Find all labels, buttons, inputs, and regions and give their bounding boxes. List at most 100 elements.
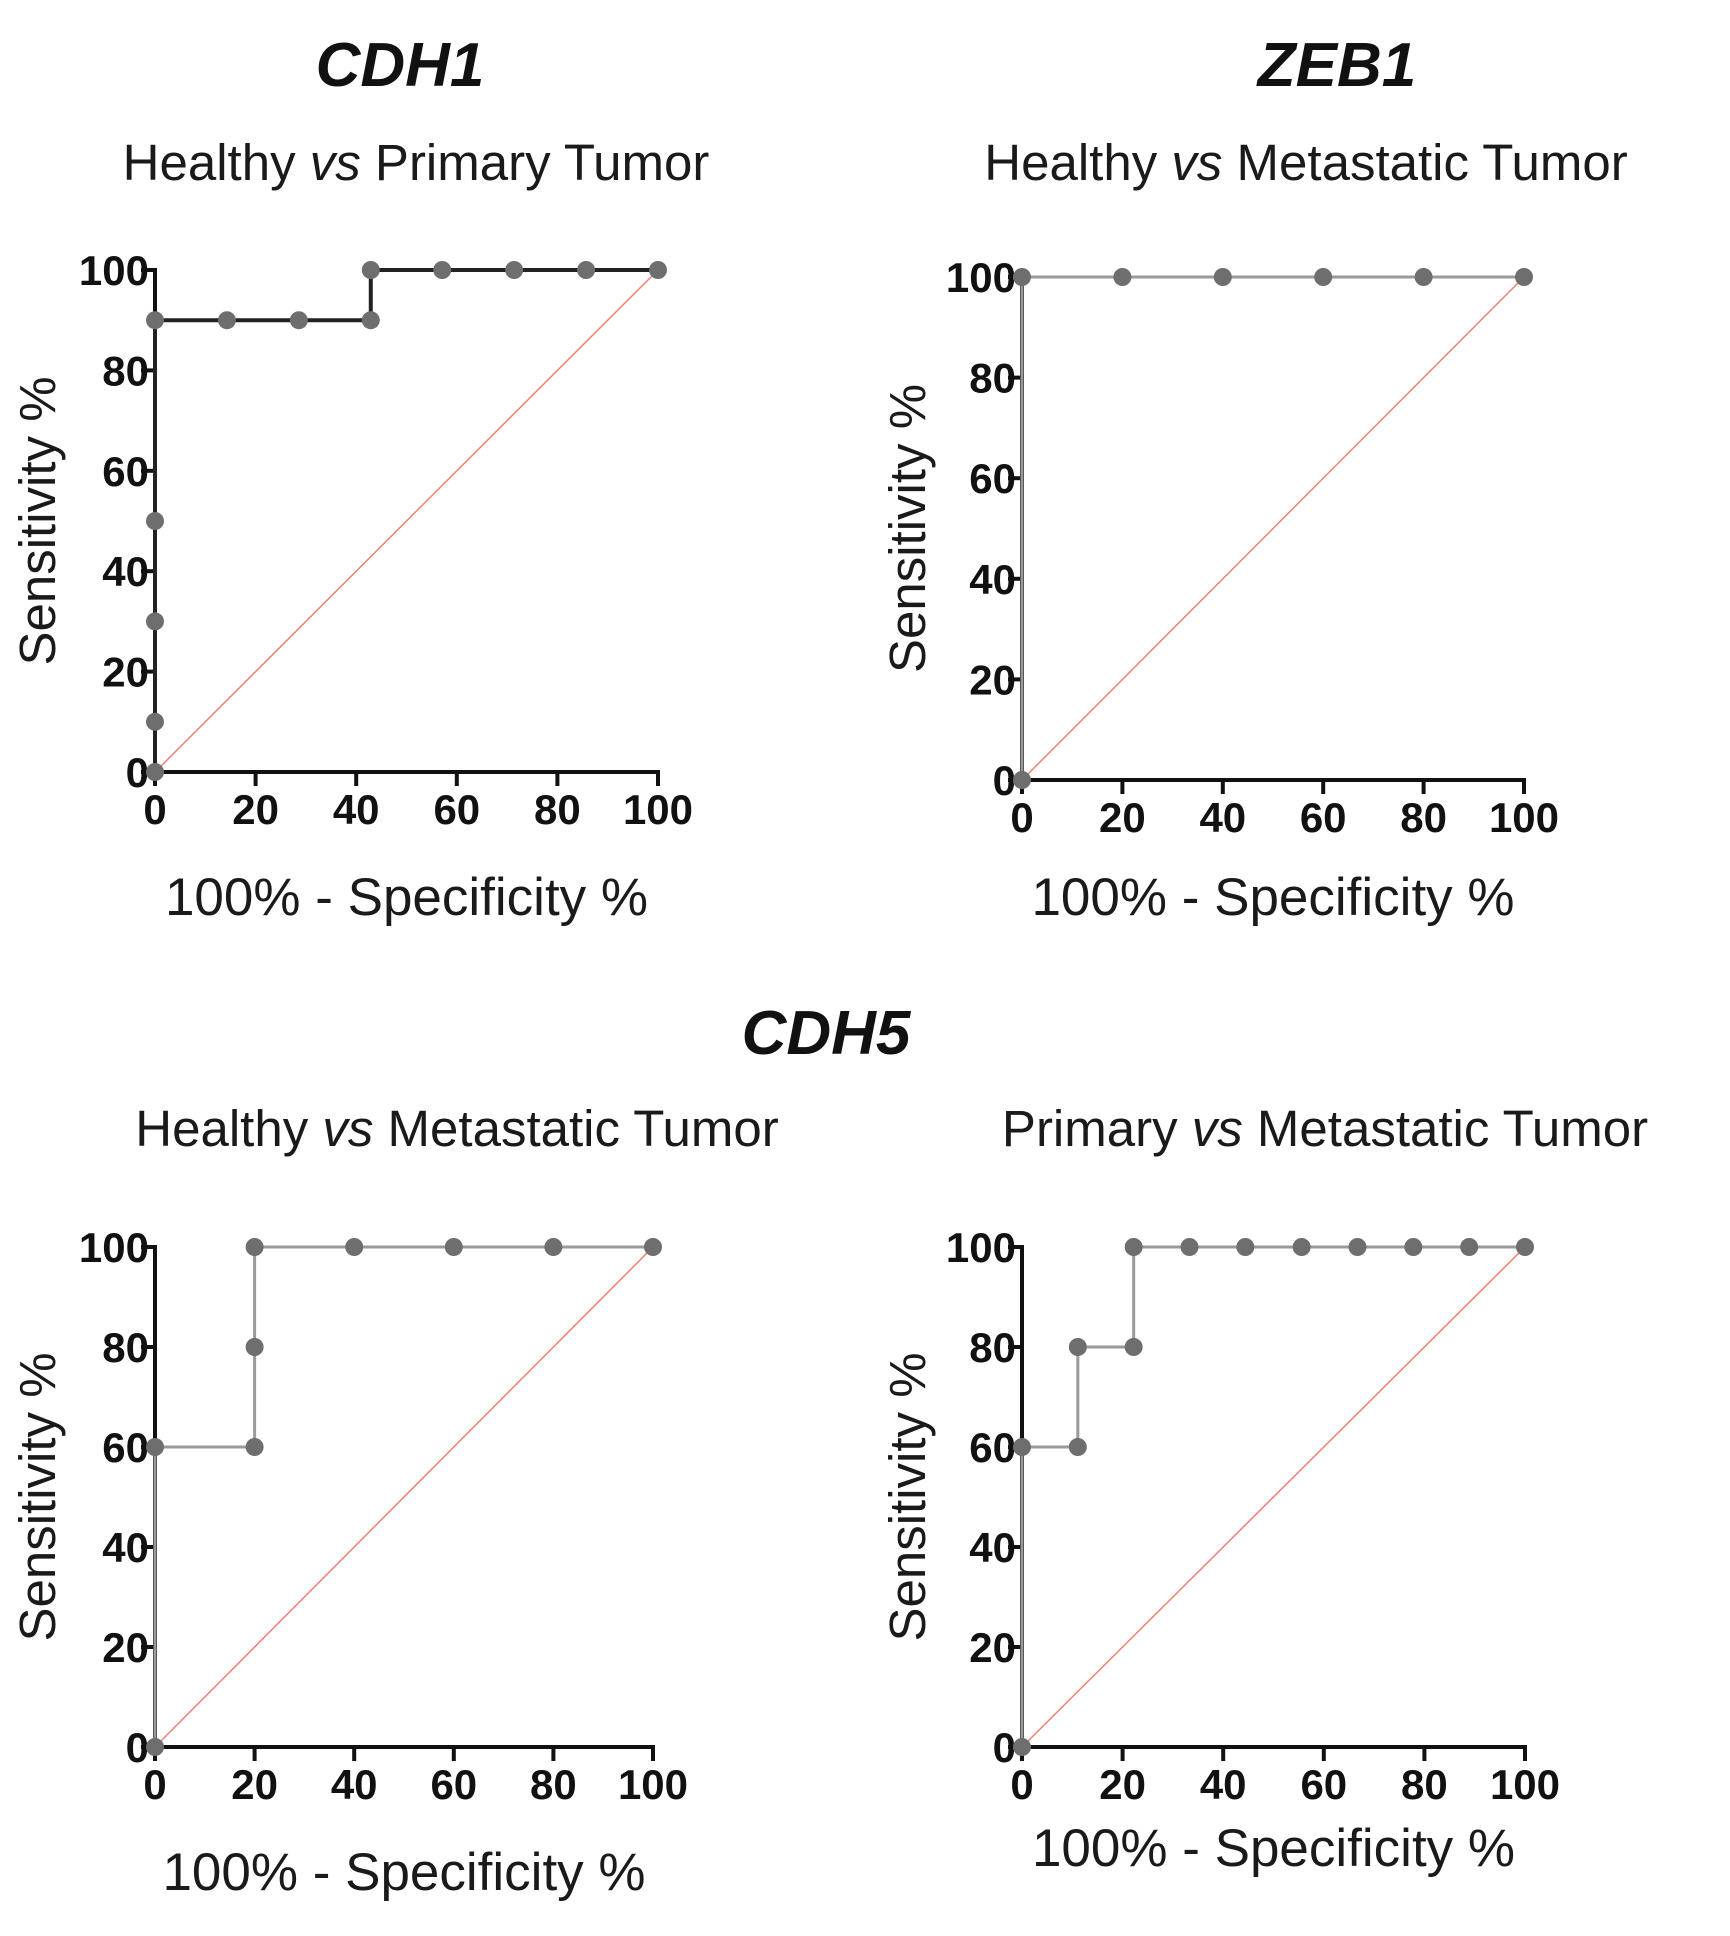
- roc-point: [345, 1238, 364, 1256]
- x-tick-label: 0: [143, 786, 166, 833]
- panel-subtitle: Primary vs Metastatic Tumor: [1002, 1100, 1648, 1157]
- roc-point: [644, 1238, 662, 1256]
- y-tick-label: 80: [969, 355, 1016, 402]
- roc-point: [1314, 268, 1333, 286]
- roc-point: [505, 261, 524, 279]
- y-tick-label: 100: [946, 254, 1016, 301]
- x-tick-label: 40: [1199, 794, 1246, 841]
- y-tick-label: 20: [102, 649, 149, 696]
- roc-point: [1180, 1238, 1199, 1256]
- subtitle-group-a: Healthy: [984, 134, 1171, 191]
- y-tick-label: 40: [102, 548, 149, 595]
- roc-point: [245, 1338, 264, 1356]
- x-tick-label: 100: [1490, 1761, 1560, 1808]
- y-tick-label: 0: [126, 749, 149, 796]
- roc-point: [1113, 268, 1132, 286]
- roc-point: [1292, 1238, 1311, 1256]
- y-tick-label: 100: [79, 1224, 149, 1271]
- subtitle-vs: vs: [1171, 134, 1222, 191]
- x-tick-label: 60: [433, 786, 480, 833]
- roc-point: [217, 311, 236, 330]
- panel-subtitle: Healthy vs Metastatic Tumor: [135, 1100, 778, 1157]
- y-tick-label: 100: [946, 1224, 1016, 1271]
- roc-point: [1348, 1238, 1367, 1256]
- x-tick-label: 60: [1300, 794, 1347, 841]
- reference-line: [154, 269, 659, 773]
- roc-point: [1013, 268, 1031, 286]
- roc-point: [1460, 1238, 1479, 1256]
- x-tick-label: 40: [331, 1761, 378, 1808]
- y-tick-label: 80: [102, 1324, 149, 1371]
- y-axis-label: Sensitivity %: [9, 376, 66, 665]
- subtitle-group-a: Healthy: [123, 134, 310, 191]
- reference-line: [154, 1246, 654, 1748]
- y-axis-label: Sensitivity %: [9, 1352, 66, 1641]
- x-axis-label: 100% - Specificity %: [1032, 1819, 1515, 1878]
- roc-point: [146, 512, 164, 530]
- y-tick-label: 40: [969, 556, 1016, 603]
- roc-point: [1236, 1238, 1255, 1256]
- roc-point: [649, 261, 667, 279]
- subtitle-group-b: Metastatic Tumor: [1222, 134, 1627, 191]
- panel-subtitle: Healthy vs Metastatic Tumor: [984, 134, 1627, 191]
- x-tick-label: 0: [1010, 794, 1033, 841]
- roc-point: [1013, 1738, 1031, 1756]
- roc-point: [245, 1238, 264, 1256]
- subtitle-group-a: Healthy: [135, 1100, 322, 1157]
- roc-point: [577, 261, 596, 279]
- y-tick-label: 40: [102, 1524, 149, 1571]
- y-tick-label: 60: [102, 1424, 149, 1471]
- y-axis-label: Sensitivity %: [879, 384, 936, 673]
- subtitle-group-b: Metastatic Tumor: [373, 1100, 778, 1157]
- y-tick-label: 0: [993, 757, 1016, 804]
- roc-panel-2: Healthy vs Metastatic Tumor 0 20 40 60 80 100 0…: [879, 134, 1628, 927]
- roc-point: [1414, 268, 1433, 286]
- subtitle-group-b: Metastatic Tumor: [1243, 1100, 1648, 1157]
- y-tick-label: 20: [969, 1624, 1016, 1671]
- x-tick-label: 80: [1400, 794, 1447, 841]
- subtitle-group-b: Primary Tumor: [361, 134, 710, 191]
- roc-point: [444, 1238, 463, 1256]
- x-tick-label: 20: [1099, 794, 1146, 841]
- roc-panel-4: Primary vs Metastatic Tumor 0 20 40 60 80 100 0…: [879, 1100, 1648, 1878]
- reference-line: [1021, 1246, 1526, 1748]
- y-axis-label: Sensitivity %: [879, 1352, 936, 1641]
- roc-point: [1124, 1338, 1143, 1356]
- roc-point: [1404, 1238, 1423, 1256]
- x-tick-label: 20: [232, 786, 279, 833]
- x-tick-label: 60: [1300, 1761, 1347, 1808]
- roc-point: [245, 1438, 264, 1456]
- y-tick-label: 60: [969, 1424, 1016, 1471]
- x-axis-label: 100% - Specificity %: [165, 868, 648, 927]
- x-tick-label: 80: [534, 786, 581, 833]
- roc-point: [361, 311, 380, 330]
- y-tick-label: 40: [969, 1524, 1016, 1571]
- x-tick-label: 40: [1200, 1761, 1247, 1808]
- roc-panel-3: Healthy vs Metastatic Tumor 0 20 40 60 80 100 0…: [9, 1100, 779, 1902]
- roc-point: [1068, 1438, 1087, 1456]
- roc-point: [361, 261, 380, 279]
- y-tick-label: 0: [126, 1724, 149, 1771]
- x-tick-label: 40: [333, 786, 380, 833]
- roc-point: [146, 311, 164, 330]
- y-tick-label: 60: [969, 455, 1016, 502]
- roc-point: [146, 1738, 164, 1756]
- gene-title-zeb1: ZEB1: [1256, 31, 1416, 100]
- roc-panel-1: Healthy vs Primary Tumor 0 20 40 60 80 100 0 20 4…: [9, 134, 709, 927]
- x-tick-label: 80: [1401, 1761, 1448, 1808]
- roc-point: [1013, 771, 1031, 789]
- panel-subtitle: Healthy vs Primary Tumor: [123, 134, 710, 191]
- roc-point: [544, 1238, 563, 1256]
- subtitle-vs: vs: [1192, 1100, 1243, 1157]
- roc-point: [1013, 1438, 1031, 1456]
- gene-title-cdh5: CDH5: [742, 999, 912, 1068]
- x-tick-label: 0: [143, 1761, 166, 1808]
- x-tick-label: 20: [231, 1761, 278, 1808]
- roc-point: [146, 763, 164, 781]
- x-tick-label: 100: [623, 786, 693, 833]
- subtitle-group-a: Primary: [1002, 1100, 1192, 1157]
- roc-point: [1124, 1238, 1143, 1256]
- y-tick-label: 20: [102, 1624, 149, 1671]
- y-tick-label: 80: [969, 1324, 1016, 1371]
